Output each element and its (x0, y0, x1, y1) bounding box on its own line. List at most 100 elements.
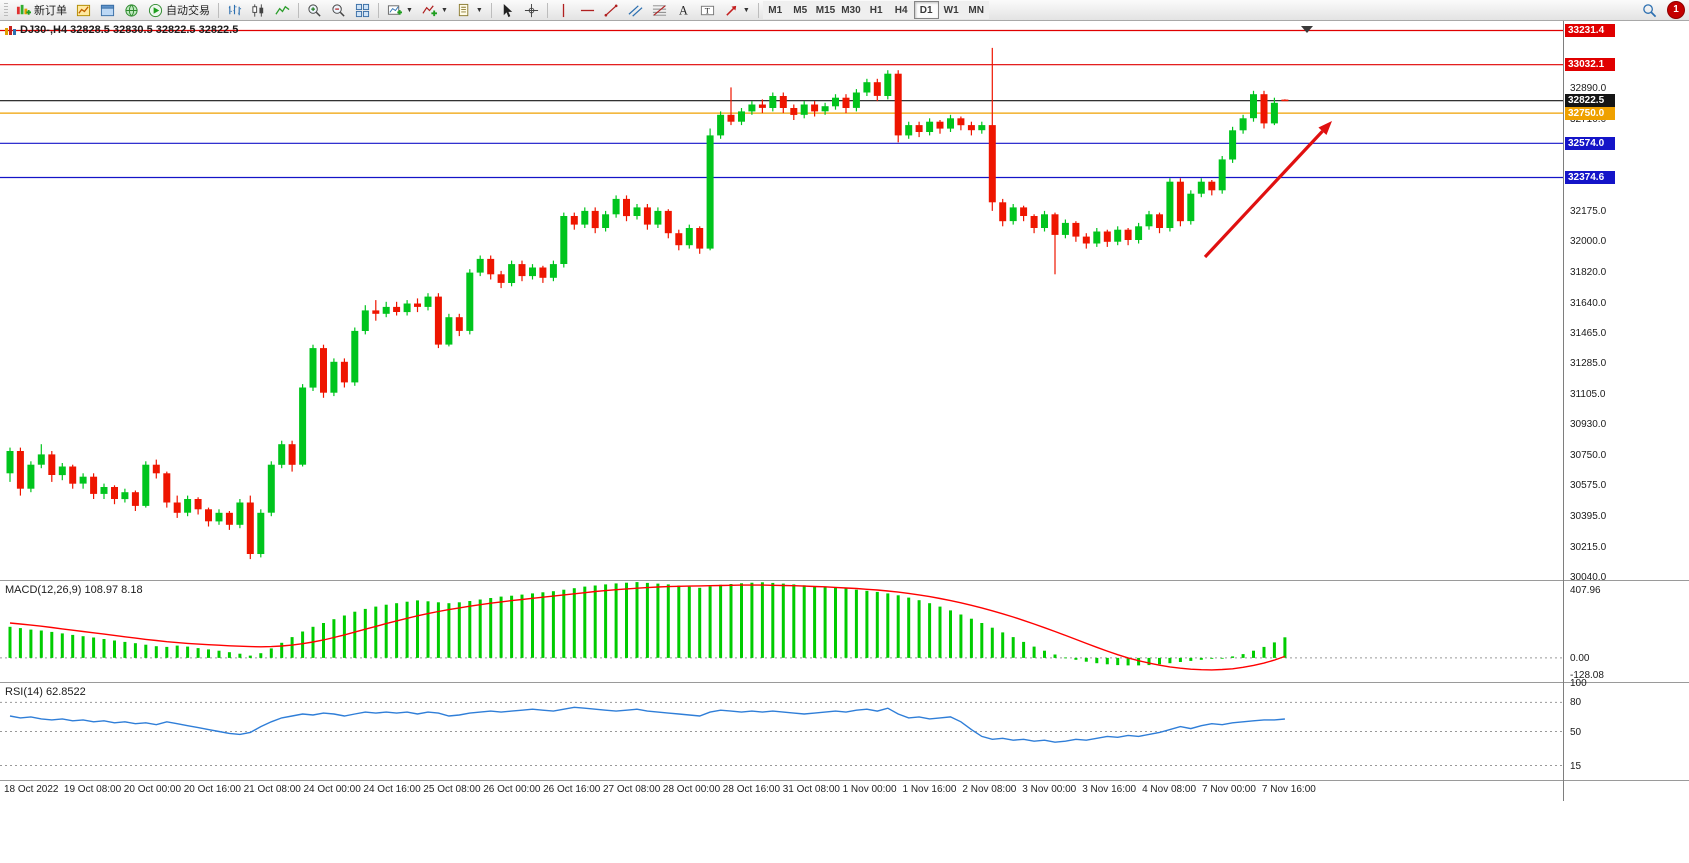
dropdown-caret-icon: ▼ (406, 6, 413, 14)
svg-text:T: T (705, 5, 710, 15)
notification-badge[interactable]: 1 (1667, 1, 1685, 19)
timeframe-button-m1[interactable]: M1 (762, 1, 788, 19)
zoom-in-button[interactable] (303, 1, 326, 20)
price-tick: 30930.0 (1570, 419, 1607, 431)
indicators-icon (422, 4, 437, 16)
time-label: 7 Nov 00:00 (1202, 784, 1256, 795)
text-label-icon: T (700, 5, 714, 15)
rsi-axis-label: 100 (1570, 678, 1587, 689)
chart-shift-marker (1301, 26, 1313, 33)
new-chart-button[interactable]: ▼ (383, 1, 417, 20)
timeframe-button-m30[interactable]: M30 (838, 1, 864, 19)
toolbar-grip[interactable] (4, 3, 8, 17)
price-badge: 32374.6 (1565, 171, 1615, 184)
macd-axis-label: 0.00 (1570, 652, 1590, 664)
time-label: 28 Oct 00:00 (662, 784, 721, 795)
rsi-axis-label: 50 (1570, 726, 1582, 738)
price-badge: 33231.4 (1565, 24, 1615, 37)
time-label: 20 Oct 16:00 (183, 784, 241, 795)
candlestick-chart[interactable] (0, 21, 1563, 580)
text-tool-icon: A (679, 3, 688, 17)
price-axis[interactable]: 32890.032710.032175.032000.031820.031640… (1563, 21, 1689, 801)
price-tick: 31465.0 (1570, 327, 1607, 339)
price-badge: 32750.0 (1565, 106, 1615, 120)
price-tick: 31105.0 (1570, 389, 1606, 401)
rsi-axis-label: 15 (1570, 760, 1582, 772)
time-label: 2 Nov 08:00 (962, 784, 1017, 795)
rsi-line (9, 706, 1285, 743)
price-tick: 30040.0 (1570, 571, 1607, 583)
price-tick: 31640.0 (1570, 297, 1607, 309)
time-label: 20 Oct 00:00 (123, 784, 182, 795)
time-label: 26 Oct 00:00 (483, 784, 541, 795)
cursor-button[interactable] (496, 1, 519, 20)
fibonacci-icon (652, 4, 666, 16)
vertical-line-button[interactable] (552, 1, 575, 20)
dropdown-caret-icon: ▼ (440, 6, 448, 14)
panel-separator[interactable] (0, 580, 1689, 581)
time-label: 3 Nov 16:00 (1082, 784, 1137, 795)
bar-chart-button[interactable] (223, 1, 246, 20)
zoom-out-button[interactable] (327, 1, 350, 20)
dropdown-caret-icon: ▼ (742, 6, 750, 14)
bar-chart-icon (228, 4, 242, 15)
timeframe-button-w1[interactable]: W1 (938, 1, 964, 19)
autotrading-button[interactable]: 自动交易 (144, 1, 214, 20)
price-badge: 32822.5 (1565, 94, 1615, 108)
timeframe-button-mn[interactable]: MN (963, 1, 989, 19)
toolbar-separator (490, 2, 492, 18)
channel-button[interactable] (624, 1, 647, 20)
time-label: 24 Oct 00:00 (303, 784, 361, 795)
data-window-icon (125, 3, 138, 17)
timeframe-button-d1[interactable]: D1 (913, 1, 939, 19)
chart-title: DJ30-,H4 32828.5 32830.5 32822.5 32822.5 (5, 24, 238, 36)
horizontal-line-button[interactable] (576, 1, 599, 20)
line-chart-button[interactable] (271, 1, 294, 20)
candlestick-chart-button[interactable] (247, 1, 270, 20)
time-axis[interactable]: 18 Oct 2022 19 Oct 08:00 20 Oct 00:00 20 Oc… (0, 781, 1563, 801)
trend-arrow (1203, 121, 1332, 259)
profiles-button[interactable] (96, 1, 119, 20)
time-label: 31 Oct 08:00 (782, 784, 840, 795)
macd-panel[interactable] (0, 581, 1563, 682)
arrow-tools-button[interactable]: ▼ (720, 1, 754, 20)
panel-separator[interactable] (0, 682, 1689, 683)
timeframe-button-h1[interactable]: H1 (863, 1, 889, 19)
text-tool-button[interactable]: A (672, 1, 695, 20)
rsi-panel[interactable] (0, 683, 1563, 780)
trendline-icon (604, 4, 618, 16)
text-label-button[interactable]: T (696, 1, 719, 20)
timeframe-button-m15[interactable]: M15 (812, 1, 839, 19)
new-order-label: 新订单 (34, 5, 67, 17)
time-label: 3 Nov 00:00 (1022, 784, 1077, 795)
vertical-line-icon (562, 3, 564, 17)
panel-separator (0, 780, 1689, 781)
crosshair-button[interactable] (520, 1, 543, 20)
arrow-tool-icon (726, 5, 736, 16)
svg-text:A: A (679, 3, 688, 17)
dropdown-caret-icon: ▼ (475, 6, 483, 14)
new-order-button[interactable]: 新订单 (12, 1, 71, 20)
macd-histogram (8, 582, 1287, 666)
templates-icon (458, 3, 469, 16)
macd-axis-label: -128.08 (1570, 670, 1604, 681)
price-tick: 30750.0 (1570, 450, 1607, 462)
timeframe-button-m5[interactable]: M5 (787, 1, 813, 19)
fibonacci-button[interactable] (648, 1, 671, 20)
price-tick: 31820.0 (1570, 266, 1607, 278)
data-window-button[interactable] (120, 1, 143, 20)
trendline-button[interactable] (600, 1, 623, 20)
chart-window-button[interactable] (72, 1, 95, 20)
rsi-name: RSI(14) (5, 686, 43, 698)
price-badge: 33032.1 (1565, 58, 1615, 72)
indicators-button[interactable]: ▼ (418, 1, 452, 20)
macd-name: MACD(12,26,9) (5, 584, 82, 596)
toolbar-separator (298, 2, 299, 18)
price-tick: 32890.0 (1570, 83, 1607, 95)
autotrading-play-icon (148, 3, 163, 17)
tile-windows-button[interactable] (351, 1, 374, 20)
templates-button[interactable]: ▼ (453, 1, 487, 20)
timeframe-button-h4[interactable]: H4 (888, 1, 914, 19)
search-button[interactable] (1638, 1, 1661, 20)
toolbar-separator (546, 2, 548, 18)
